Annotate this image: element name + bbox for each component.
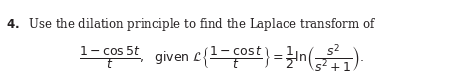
Text: $\mathbf{4.}$  Use the dilation principle to find the Laplace transform of: $\mathbf{4.}$ Use the dilation principle… bbox=[6, 16, 376, 33]
Text: $\dfrac{1-\cos 5t}{t}$$,\ \ \text{given}\ \mathcal{L}\left\{\dfrac{1-\cos t}{t}\: $\dfrac{1-\cos 5t}{t}$$,\ \ \text{given}… bbox=[79, 42, 365, 74]
